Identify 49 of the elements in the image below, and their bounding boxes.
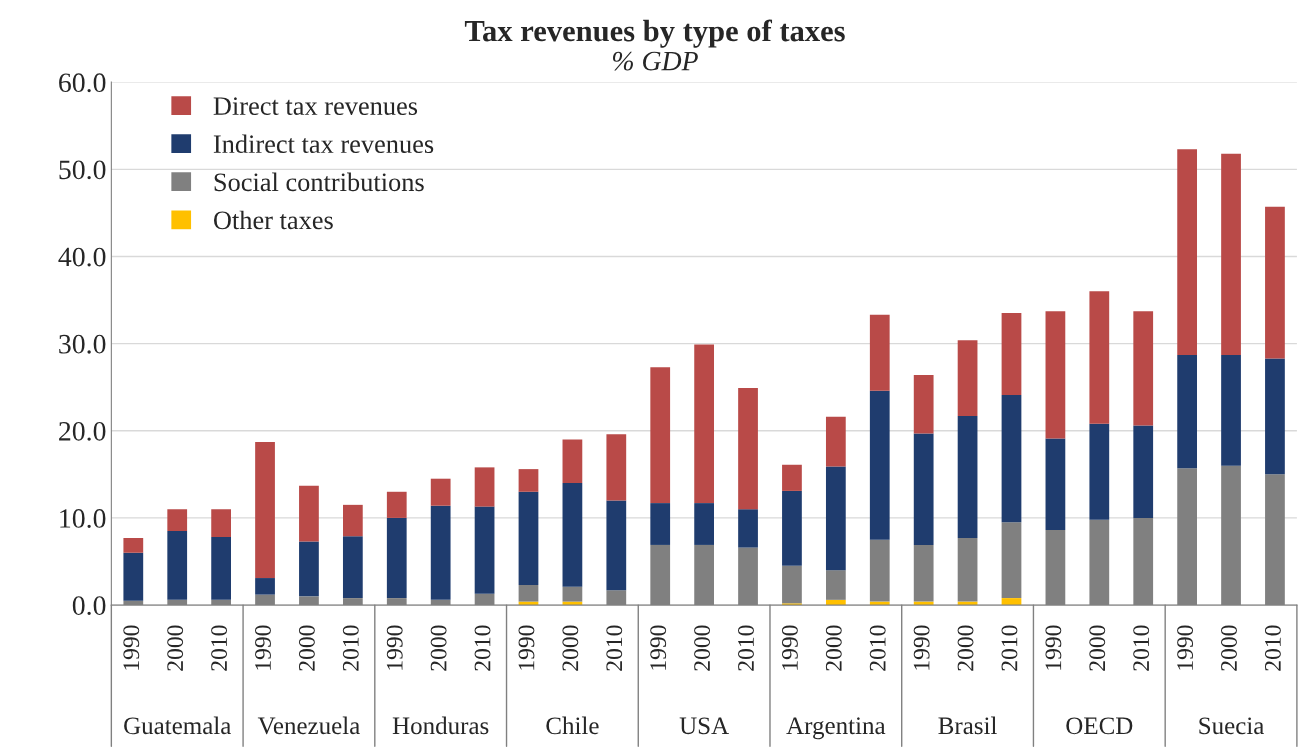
x-tick-label: 1990 <box>650 625 667 670</box>
text: Guatemala <box>124 716 232 735</box>
text: Honduras <box>392 716 489 735</box>
text: Chile <box>546 716 599 735</box>
legend-label: Indirect tax revenues <box>213 134 434 154</box>
y-tick-label: 40.0 <box>58 247 106 267</box>
x-tick-label: 2000 <box>694 625 711 671</box>
y-tick-label: 0.0 <box>72 596 106 616</box>
x-tick-label: 2000 <box>1089 625 1106 671</box>
x-tick-label: 1990 <box>913 625 930 670</box>
legend-label: Direct tax revenues <box>213 97 418 115</box>
y-tick-label: 60.0 <box>59 73 106 93</box>
x-tick-label: 2010 <box>738 625 754 671</box>
text: Suecia <box>1199 717 1265 735</box>
x-tick-label: 1990 <box>255 625 271 670</box>
x-tick-label: 2010 <box>342 625 359 671</box>
y-tick-label: 50.0 <box>59 160 106 180</box>
legend-label: Social contributions <box>214 172 424 192</box>
x-tick-label: 2000 <box>298 625 315 671</box>
text: USA <box>679 717 729 735</box>
x-tick-label: 1990 <box>386 625 403 670</box>
text: Argentina <box>786 717 886 740</box>
x-tick-label: 2010 <box>869 625 886 671</box>
x-tick-label: 2010 <box>1001 625 1018 671</box>
chart-title: Tax revenues by type of taxes <box>464 19 845 48</box>
x-tick-label: 1990 <box>1045 625 1062 670</box>
legend-label: Other taxes <box>213 210 333 230</box>
y-tick-label: 20.0 <box>59 421 106 441</box>
x-tick-label: 2010 <box>474 625 491 671</box>
x-tick-label: 1990 <box>1177 625 1194 670</box>
x-tick-label: 1990 <box>781 625 798 670</box>
x-tick-label: 1990 <box>123 625 140 670</box>
x-tick-label: 2000 <box>957 625 974 671</box>
text: OECD <box>1066 717 1133 735</box>
x-tick-label: 1990 <box>518 625 535 670</box>
text: Venezuela <box>257 716 360 735</box>
y-tick-label: 10.0 <box>60 509 106 528</box>
x-tick-label: 2010 <box>606 625 623 671</box>
y-tick-label: 30.0 <box>59 334 106 354</box>
x-tick-label: 2000 <box>430 625 447 671</box>
x-tick-label: 2000 <box>825 625 842 671</box>
x-tick-label: 2010 <box>211 625 228 671</box>
x-tick-label: 2000 <box>167 625 184 671</box>
chart-subtitle: % GDP <box>613 51 698 71</box>
x-tick-label: 2000 <box>562 625 579 671</box>
x-tick-label: 2010 <box>1264 625 1281 671</box>
x-tick-label: 2000 <box>1221 625 1237 671</box>
x-tick-label: 2010 <box>1133 625 1150 671</box>
text: Brasil <box>938 716 997 735</box>
